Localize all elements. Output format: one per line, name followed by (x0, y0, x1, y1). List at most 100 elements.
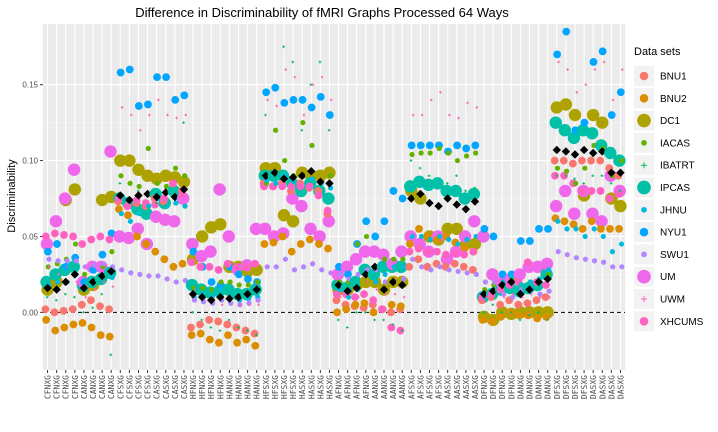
legend-key-marker (641, 162, 647, 169)
point-bnu1 (68, 305, 77, 314)
legend-key-marker (641, 251, 647, 258)
point-ibatrt (64, 292, 67, 296)
x-tick-label: AASXG (471, 375, 480, 399)
x-tick-label: CASXG (180, 375, 189, 399)
point-uwm (184, 113, 188, 117)
legend-key-marker (641, 206, 647, 213)
point-iacas (582, 165, 588, 171)
point-bnu2 (96, 331, 105, 339)
legend-label: UWM (660, 295, 685, 306)
point-bnu1 (568, 159, 577, 168)
point-nyu1 (43, 247, 52, 256)
point-ibatrt (609, 182, 613, 185)
point-ibatrt (91, 306, 94, 310)
x-tick-label: HFNXG (207, 375, 216, 399)
point-nyu1 (116, 68, 125, 77)
legend-key-marker (637, 180, 651, 195)
point-swu1 (319, 267, 325, 273)
point-uwm (166, 113, 169, 117)
point-jhnu (400, 264, 406, 270)
point-um (104, 145, 117, 158)
point-nyu1 (144, 100, 152, 109)
point-bnu1 (541, 293, 550, 302)
mean-diamond (379, 285, 389, 294)
point-ibatrt (282, 45, 285, 49)
legend-label: IPCAS (660, 183, 690, 194)
legend-item-dc1: DC1 (634, 110, 680, 131)
point-xhcums (451, 249, 459, 258)
point-swu1 (191, 297, 198, 303)
point-swu1 (428, 267, 434, 273)
point-iacas (200, 285, 206, 291)
point-uwm (602, 60, 606, 64)
point-nyu1 (298, 95, 307, 104)
point-nyu1 (416, 141, 425, 150)
mean-diamond (343, 286, 352, 296)
x-tick-label: CFNXG (53, 375, 62, 399)
point-swu1 (582, 256, 589, 262)
mean-diamond (370, 262, 380, 272)
point-xhcums (287, 182, 296, 191)
point-ibatrt (491, 303, 495, 307)
point-jhnu (55, 279, 61, 285)
point-jhnu (273, 180, 279, 186)
point-bnu2 (487, 317, 496, 326)
point-ibatrt (345, 326, 349, 329)
point-iacas (454, 157, 461, 164)
point-ibatrt (355, 311, 358, 314)
point-bnu2 (215, 338, 223, 347)
point-ibatrt (582, 182, 586, 185)
point-uwm (548, 295, 551, 299)
point-uwm (429, 98, 433, 102)
point-swu1 (437, 264, 443, 270)
mean-diamond (243, 289, 252, 299)
point-ibatrt (100, 292, 104, 296)
mean-diamond (307, 167, 316, 176)
point-swu1 (455, 268, 461, 274)
point-bnu2 (351, 300, 360, 309)
point-uwm (475, 106, 479, 109)
point-ipcas (604, 146, 617, 160)
point-iacas (391, 256, 397, 262)
point-dc1 (559, 98, 573, 111)
point-bnu2 (496, 312, 505, 321)
point-jhnu (118, 211, 124, 217)
point-xhcums (160, 194, 168, 203)
point-nyu1 (125, 65, 134, 74)
point-nyu1 (616, 88, 625, 97)
point-jhnu (127, 218, 134, 224)
point-iacas (554, 165, 561, 171)
point-ibatrt (291, 60, 295, 64)
point-xhcums (432, 247, 441, 256)
point-iacas (227, 279, 233, 285)
point-ipcas (67, 260, 80, 274)
x-tick-label: DFSXG (580, 375, 589, 399)
point-um (122, 231, 135, 245)
point-ibatrt (427, 174, 431, 178)
x-tick-label: DANXG (526, 375, 535, 399)
mean-diamond (534, 277, 543, 287)
point-xhcums (41, 232, 50, 241)
point-uwm (248, 303, 251, 307)
point-ibatrt (400, 329, 404, 332)
point-bnu2 (78, 319, 87, 327)
mean-diamond (116, 191, 125, 200)
mean-diamond (288, 173, 298, 182)
point-ibatrt (600, 174, 604, 178)
mean-diamond (398, 280, 407, 290)
point-iacas (127, 180, 133, 186)
point-um (249, 222, 263, 236)
point-jhnu (464, 236, 470, 243)
point-swu1 (55, 258, 61, 264)
point-uwm (357, 295, 360, 299)
point-jhnu (618, 241, 625, 247)
point-um (540, 257, 554, 270)
x-tick-label: CFNXG (44, 375, 53, 399)
point-iacas (72, 241, 79, 247)
point-xhcums (241, 262, 250, 271)
legend-key-marker (641, 296, 647, 302)
point-ibatrt (564, 174, 567, 178)
point-uwm (302, 113, 306, 117)
point-bnu1 (414, 255, 423, 264)
point-bnu2 (269, 238, 278, 247)
